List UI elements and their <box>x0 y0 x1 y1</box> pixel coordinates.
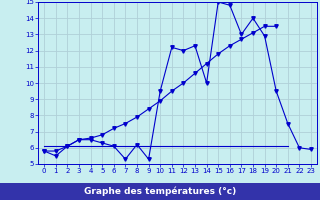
Text: Graphe des températures (°c): Graphe des températures (°c) <box>84 187 236 196</box>
